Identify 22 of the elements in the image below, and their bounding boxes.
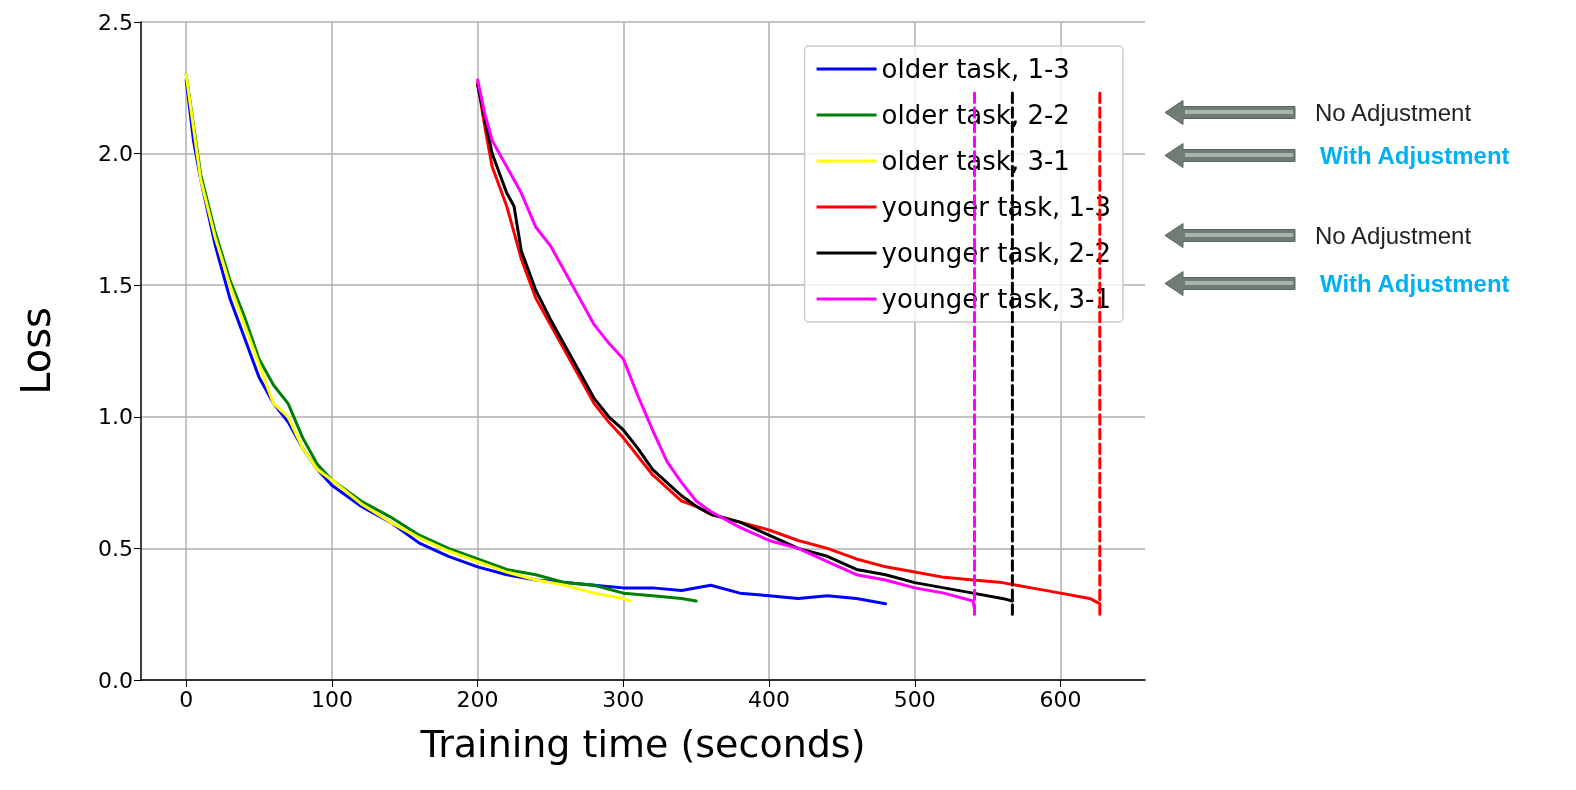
text: No Adjustment [1315,98,1472,126]
legend-label: older task, 1-3 [881,54,1070,84]
x-tick-label: 0 [179,686,194,712]
y-tick-label: 2.0 [98,141,133,167]
y-tick-label: 2.5 [98,9,133,35]
x-tick-label: 300 [602,686,645,712]
x-tick-label: 400 [748,686,791,712]
x-tick-label: 600 [1039,686,1082,712]
y-tick-label: 0.5 [98,535,133,561]
legend-label: older task, 3-1 [881,146,1070,176]
y-tick-label: 1.5 [98,272,133,298]
legend-label: younger task, 3-1 [881,284,1112,314]
text: With Adjustment [1320,269,1510,297]
x-tick-label: 500 [893,686,936,712]
y-axis-title: Loss [13,307,59,395]
text: With Adjustment [1320,141,1510,169]
x-tick-label: 100 [310,686,353,712]
y-tick-label: 0.0 [98,667,133,693]
y-tick-label: 1.0 [98,404,133,430]
x-tick-label: 200 [456,686,499,712]
text: No Adjustment [1315,221,1472,249]
x-axis-title: Training time (seconds) [419,722,866,766]
